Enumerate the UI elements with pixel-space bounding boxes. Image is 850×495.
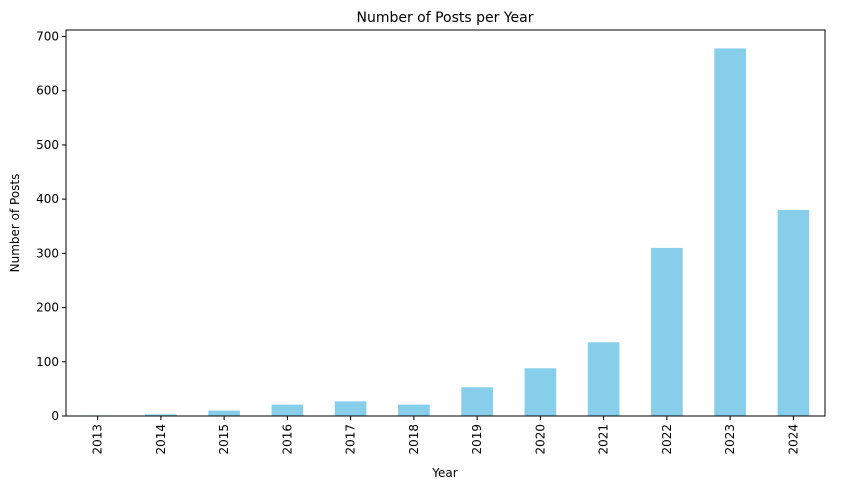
bar-2021 bbox=[587, 342, 620, 416]
plot-area bbox=[81, 48, 810, 416]
y-tick-label: 300 bbox=[36, 246, 59, 260]
bar-2017 bbox=[334, 401, 367, 416]
y-tick-label: 200 bbox=[36, 301, 59, 315]
x-tick-label: 2018 bbox=[407, 424, 421, 455]
y-axis: 0 100 200 300 400 500 600 700 bbox=[36, 30, 66, 423]
bar-2018 bbox=[398, 404, 430, 416]
x-tick-label: 2019 bbox=[470, 424, 484, 455]
x-tick-label: 2022 bbox=[660, 424, 674, 455]
y-tick-label: 500 bbox=[36, 138, 59, 152]
x-tick-label: 2023 bbox=[723, 424, 737, 455]
x-tick-label: 2014 bbox=[154, 424, 168, 455]
bar-2019 bbox=[461, 387, 493, 416]
bar-2024 bbox=[777, 209, 810, 416]
y-tick-label: 0 bbox=[51, 409, 59, 423]
y-tick-label: 100 bbox=[36, 355, 59, 369]
y-tick-label: 400 bbox=[36, 192, 59, 206]
bar-2022 bbox=[651, 247, 683, 416]
bar-2016 bbox=[271, 404, 304, 416]
x-tick-label: 2017 bbox=[344, 424, 358, 455]
x-axis: 2013 2014 2015 2016 2017 2018 2019 2020 2021 2022… bbox=[91, 416, 800, 455]
bar-2014 bbox=[145, 414, 177, 416]
y-axis-label: Number of Posts bbox=[8, 174, 22, 273]
x-tick-label: 2013 bbox=[91, 424, 105, 455]
x-axis-label: Year bbox=[431, 466, 457, 480]
plot-frame bbox=[65, 29, 826, 417]
bar-2020 bbox=[524, 368, 557, 416]
y-tick-label: 600 bbox=[36, 84, 59, 98]
bar-2023 bbox=[714, 48, 746, 416]
x-tick-label: 2016 bbox=[280, 424, 294, 455]
bar-2015 bbox=[208, 410, 240, 416]
chart-title: Number of Posts per Year bbox=[356, 10, 533, 26]
y-tick-label: 700 bbox=[36, 30, 59, 44]
x-tick-label: 2024 bbox=[786, 424, 800, 455]
x-tick-label: 2015 bbox=[217, 424, 231, 455]
x-tick-label: 2020 bbox=[533, 424, 547, 455]
x-tick-label: 2021 bbox=[597, 424, 611, 455]
